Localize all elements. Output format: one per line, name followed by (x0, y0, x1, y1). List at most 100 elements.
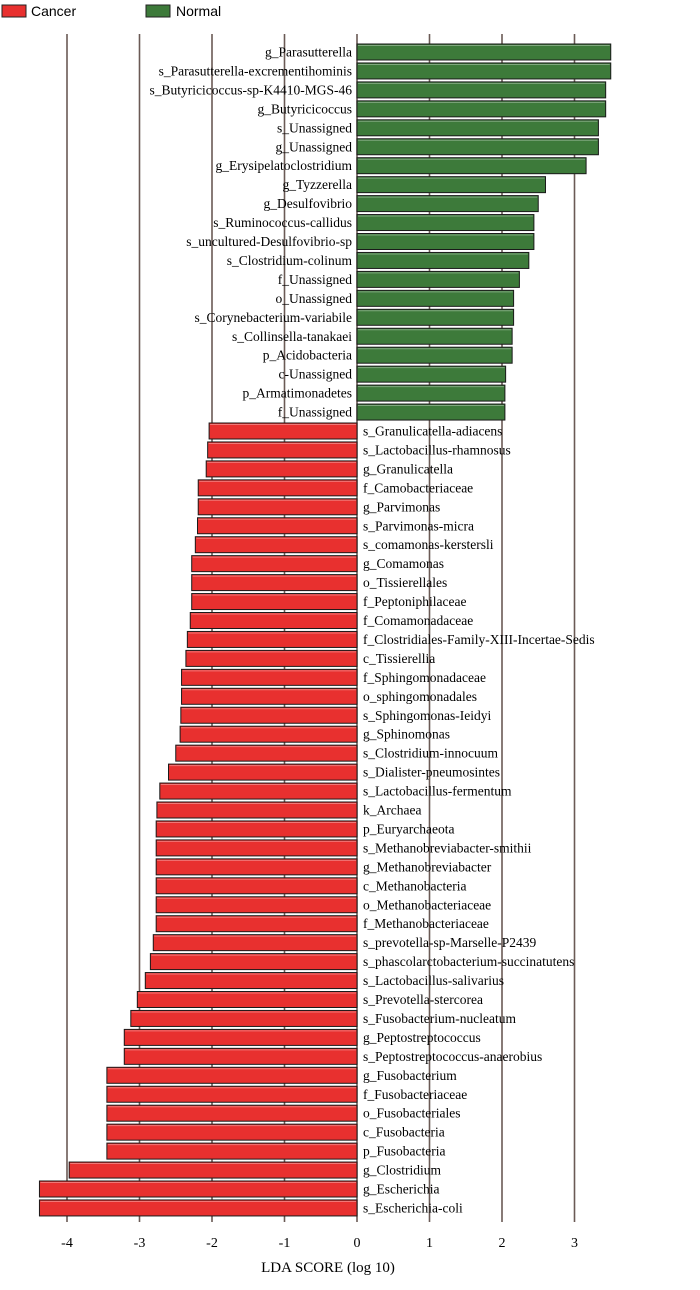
x-tick-label: 2 (499, 1236, 506, 1251)
bar-label: g_Unassigned (276, 139, 353, 154)
bar-label: o_Fusobacteriales (363, 1106, 460, 1121)
bar-label: g_Peptostreptococcus (363, 1030, 481, 1045)
bar-cancer (155, 820, 358, 838)
bar-label: f_Camobacteriaceae (363, 480, 473, 495)
bar-label: s_Granulicatella-adiacens (363, 424, 502, 439)
bar-label: s_Dialister-pneumosintes (363, 765, 500, 780)
bar-cancer (123, 1047, 358, 1065)
bar-label: o_Unassigned (276, 291, 353, 306)
bar-label: p_Euryarchaeota (363, 821, 454, 836)
bar-normal (356, 308, 515, 326)
legend-swatch-normal (145, 4, 171, 18)
bar-label: g_Butyricicoccus (258, 101, 352, 116)
bar-cancer (180, 706, 358, 724)
bar-label: g_Comamonas (363, 556, 444, 571)
bar-cancer (106, 1123, 358, 1141)
bar-cancer (68, 1161, 358, 1179)
x-tick-label: -3 (134, 1236, 146, 1251)
bar-cancer (208, 422, 358, 440)
bar-label: s_Parasutterella-excrementihominis (159, 63, 352, 78)
bar-label: p_Fusobacteria (363, 1144, 445, 1159)
x-tick-label: -1 (279, 1236, 291, 1251)
bar-cancer (197, 498, 358, 516)
bar-label: g_Sphinomonas (363, 727, 450, 742)
bar-cancer (156, 801, 358, 819)
bar-label: g_Desulfovibrio (264, 196, 353, 211)
bar-cancer (168, 763, 358, 781)
bar-cancer (194, 536, 358, 554)
bar-label: s_Parvimonas-micra (363, 518, 474, 533)
bar-normal (356, 327, 513, 345)
bar-labels: g_Parasutterella s_Parasutterella-excreme… (150, 45, 595, 1216)
bar-cancer (155, 839, 358, 857)
bar-cancer (155, 858, 358, 876)
bar-cancer (205, 460, 358, 478)
bar-label: s_Escherichia-coli (363, 1200, 463, 1215)
bar-label: f_Comamonadaceae (363, 613, 473, 628)
bar-normal (356, 403, 506, 421)
bar-normal (356, 384, 506, 402)
bar-label: s_comamonas-kerstersli (363, 537, 494, 552)
bar-normal (356, 81, 607, 99)
bar-cancer (191, 593, 358, 611)
bar-label: s_Unassigned (277, 120, 352, 135)
bar-normal (356, 270, 520, 288)
bar-label: k_Archaea (363, 803, 421, 818)
bar-cancer (38, 1199, 358, 1217)
bar-cancer (123, 1028, 358, 1046)
bar-label: s_Lactobacillus-fermentum (363, 784, 512, 799)
legend-label-normal: Normal (176, 3, 221, 19)
bar-label: g_Granulicatella (363, 461, 453, 476)
bar-cancer (136, 991, 358, 1008)
bar-label: o_Tissierellales (363, 575, 447, 590)
bar-normal (356, 214, 535, 232)
bar-label: p_Armatimonadetes (243, 386, 352, 401)
bar-normal (356, 157, 587, 175)
bar-label: s_uncultured-Desulfovibrio-sp (186, 234, 352, 249)
bar-label: s_Clostridium-innocuum (363, 746, 498, 761)
bar-label: s_Ruminococcus-callidus (213, 215, 352, 230)
bar-label: s_Sphingomonas-Ieidyi (363, 708, 491, 723)
bar-label: c_Tissierellia (363, 651, 435, 666)
bar-label: s_Butyricicoccus-sp-K4410-MGS-46 (150, 82, 353, 97)
bar-cancer (186, 630, 358, 648)
bar-normal (356, 100, 607, 118)
bar-cancer (106, 1104, 358, 1122)
bar-cancer (191, 555, 358, 573)
bar-label: s_Methanobreviabacter-smithii (363, 840, 532, 855)
bar-cancer (207, 441, 358, 459)
bar-label: s_Fusobacterium-nucleatum (363, 1011, 516, 1026)
bar-cancer (152, 934, 358, 952)
bar-cancer (106, 1066, 358, 1084)
bar-label: s_Clostridium-colinum (227, 253, 353, 268)
bar-normal (356, 62, 612, 80)
bar-label: c-Unassigned (279, 367, 353, 382)
bar-normal (356, 119, 599, 137)
bar-label: s_Corynebacterium-variabile (195, 310, 352, 325)
x-tick-label: 3 (571, 1236, 578, 1251)
bar-label: f_Fusobacteriaceae (363, 1087, 467, 1102)
bar-normal (356, 251, 530, 269)
bar-cancer (197, 517, 358, 535)
bar-normal (356, 365, 507, 383)
bar-label: s_Collinsella-tanakaei (232, 329, 352, 344)
bar-cancer (179, 725, 358, 743)
bar-cancer (155, 896, 358, 914)
bar-label: g_Erysipelatoclostridium (216, 158, 353, 173)
bar-label: f_Methanobacteriaceae (363, 916, 489, 931)
bar-label: s_Lactobacillus-salivarius (363, 973, 504, 988)
bar-cancer (106, 1142, 358, 1160)
bar-label: g_Parvimonas (363, 499, 440, 514)
bars (38, 43, 612, 1217)
x-tick-label: -4 (61, 1236, 73, 1251)
bar-cancer (155, 877, 358, 895)
bar-cancer (106, 1085, 358, 1103)
bar-label: g_Methanobreviabacter (363, 859, 492, 874)
bar-normal (356, 138, 599, 156)
bar-label: c_Methanobacteria (363, 878, 466, 893)
bar-cancer (191, 574, 358, 592)
bar-label: s_prevotella-sp-Marselle-P2439 (363, 935, 536, 950)
legend-swatch-cancer (1, 4, 27, 18)
bar-label: p_Acidobacteria (263, 348, 352, 363)
bar-label: f_Unassigned (278, 405, 352, 420)
